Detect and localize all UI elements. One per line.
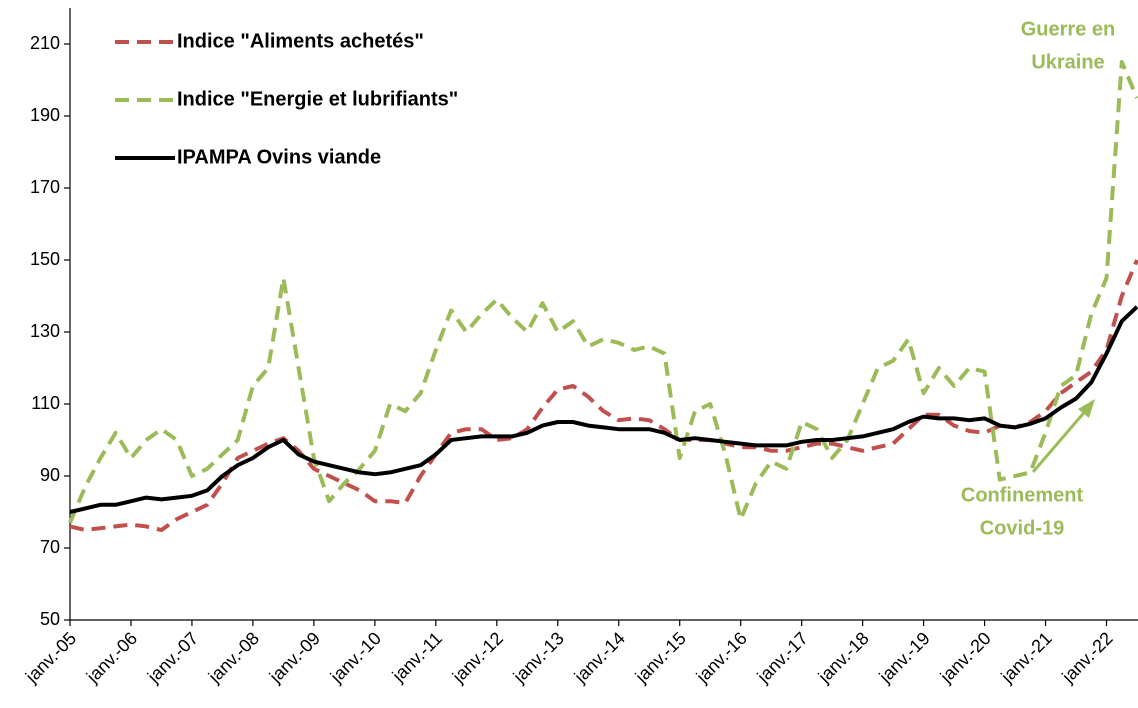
x-tick-label: janv.-21 bbox=[997, 628, 1056, 687]
y-tick-label: 90 bbox=[40, 465, 60, 485]
x-tick-label: janv.-12 bbox=[448, 628, 507, 687]
x-tick-label: janv.-17 bbox=[753, 628, 812, 687]
x-tick-label: janv.-15 bbox=[631, 628, 690, 687]
x-tick-label: janv.-20 bbox=[936, 628, 995, 687]
legend-label: IPAMPA Ovins viande bbox=[177, 146, 381, 168]
legend-label: Indice "Aliments achetés" bbox=[177, 30, 424, 52]
y-tick-label: 130 bbox=[30, 321, 60, 341]
x-tick-label: janv.-11 bbox=[388, 628, 446, 686]
annotation: Guerre en bbox=[1021, 18, 1115, 40]
x-tick-label: janv.-18 bbox=[814, 628, 873, 687]
arrow-head bbox=[1078, 399, 1095, 418]
x-tick-label: janv.-19 bbox=[875, 628, 934, 687]
x-tick-label: janv.-06 bbox=[82, 628, 141, 687]
series-line bbox=[69, 305, 1138, 514]
y-tick-label: 70 bbox=[40, 537, 60, 557]
series-line bbox=[69, 259, 1138, 532]
annotation: Covid-19 bbox=[980, 517, 1064, 539]
legend-label: Indice "Energie et lubrifiants" bbox=[177, 88, 458, 110]
y-tick-label: 170 bbox=[30, 177, 60, 197]
annotation: Confinement bbox=[961, 484, 1084, 506]
y-tick-label: 50 bbox=[40, 609, 60, 629]
x-tick-label: janv.-22 bbox=[1058, 628, 1117, 687]
y-tick-label: 150 bbox=[30, 249, 60, 269]
arrow bbox=[1031, 407, 1090, 473]
y-tick-label: 110 bbox=[31, 393, 60, 413]
x-tick-label: janv.-09 bbox=[265, 628, 324, 687]
y-tick-label: 210 bbox=[30, 33, 60, 53]
y-tick-label: 190 bbox=[30, 105, 60, 125]
x-tick-label: janv.-10 bbox=[326, 628, 385, 687]
annotation: Ukraine bbox=[1031, 51, 1104, 73]
x-tick-label: janv.-16 bbox=[692, 628, 751, 687]
x-tick-label: janv.-13 bbox=[509, 628, 568, 687]
x-tick-label: janv.-07 bbox=[143, 628, 202, 687]
x-tick-label: janv.-14 bbox=[570, 628, 629, 687]
x-tick-label: janv.-05 bbox=[21, 628, 80, 687]
x-tick-label: janv.-08 bbox=[204, 628, 263, 687]
series-line bbox=[68, 60, 1138, 524]
